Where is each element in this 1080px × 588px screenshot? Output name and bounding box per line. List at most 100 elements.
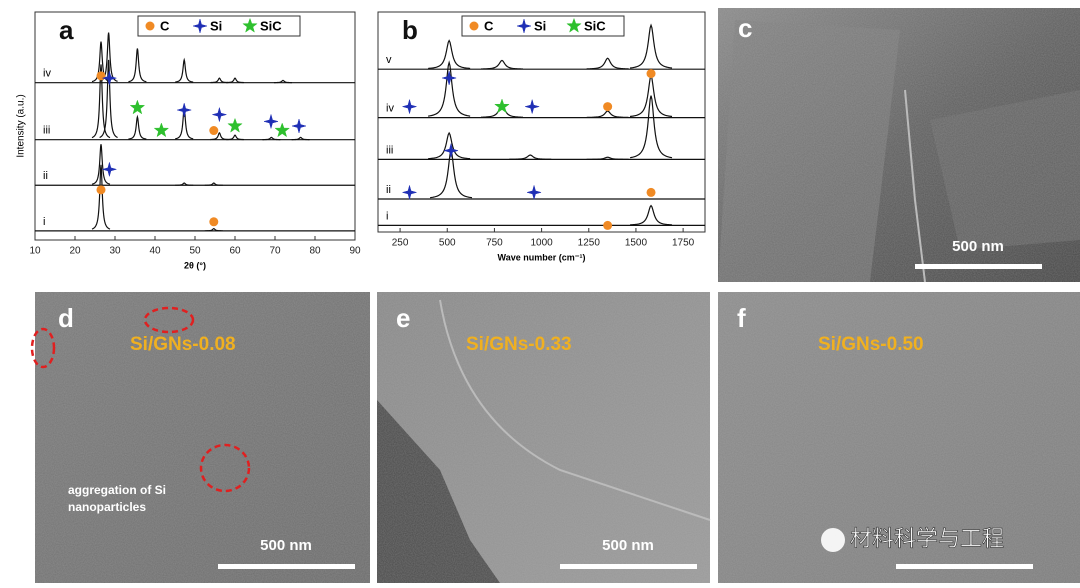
peak: [91, 41, 111, 83]
marker: [524, 98, 541, 115]
marker: [274, 122, 291, 138]
marker: [566, 17, 582, 33]
legend-label: Si: [210, 18, 222, 33]
trace-label: i: [43, 216, 45, 228]
sem-d: d Si/GNs-0.08 aggregation of Si nanopart…: [30, 292, 370, 583]
legend-label: SiC: [584, 18, 606, 33]
x-tick-label: 250: [392, 238, 409, 249]
scale-bar-label: 500 nm: [952, 238, 1004, 255]
peak: [175, 182, 194, 186]
panel-label: d: [58, 303, 74, 333]
peak: [175, 57, 194, 83]
marker: [176, 102, 193, 118]
marker: [96, 71, 106, 81]
marker: [401, 98, 418, 115]
x-axis-label: 2θ (°): [184, 260, 206, 270]
plot-frame: [34, 11, 356, 241]
trace-label: ii: [386, 184, 391, 196]
peak: [480, 59, 523, 70]
trace-label: iii: [43, 125, 50, 137]
legend-label: C: [484, 18, 494, 33]
peak: [210, 77, 229, 84]
sem-f: f Si/GNs-0.50 材料科学与工程: [718, 292, 1080, 583]
trace-label: iv: [386, 103, 394, 115]
peak: [91, 64, 111, 139]
x-tick-label: 50: [189, 246, 201, 257]
watermark: 材料科学与工程: [850, 526, 1004, 551]
peak: [128, 114, 147, 140]
x-tick-label: 70: [269, 246, 281, 257]
trace-label: iii: [386, 144, 393, 156]
marker: [211, 106, 228, 123]
sem-e: e Si/GNs-0.33 500 nm: [377, 292, 711, 583]
x-tick-label: 40: [149, 246, 161, 257]
sample-label: Si/GNs-0.08: [130, 334, 236, 355]
peak: [586, 110, 629, 119]
x-tick-label: 1000: [530, 238, 553, 249]
marker: [646, 187, 656, 197]
panel-label: e: [396, 303, 410, 333]
marker: [263, 113, 279, 130]
panel-label: b: [402, 15, 418, 45]
marker: [101, 161, 118, 178]
marker: [469, 21, 479, 31]
x-tick-label: 80: [309, 246, 321, 257]
panel-label: c: [738, 13, 752, 43]
peak: [225, 134, 245, 141]
marker: [101, 70, 118, 87]
marker: [441, 70, 458, 86]
plots: 10 20 30 40 50 60 70 80 90 2θ (°) Intensity (a.u.)…: [16, 11, 706, 270]
marker: [242, 17, 258, 33]
peak: [291, 136, 310, 141]
x-tick-label: 750: [486, 238, 503, 249]
marker: [227, 117, 243, 133]
marker: [291, 118, 307, 134]
x-tick-label: 1250: [578, 238, 601, 249]
peak: [428, 131, 471, 160]
scale-bar-label: 500 nm: [602, 537, 654, 554]
x-tick-label: 500: [439, 238, 456, 249]
trace-label: i: [386, 210, 388, 222]
marker: [646, 69, 656, 79]
legend-box: [137, 15, 301, 37]
peak: [262, 136, 281, 141]
peak: [210, 131, 229, 141]
marker: [603, 220, 613, 230]
y-axis-label: Intensity (a.u.): [16, 94, 27, 157]
peak: [204, 182, 223, 186]
peak: [91, 144, 111, 185]
x-tick-label: 1750: [672, 238, 695, 249]
marker: [96, 185, 106, 195]
marker: [401, 184, 418, 201]
x-tick-label: 20: [69, 246, 81, 257]
x-tick-label: 10: [29, 246, 41, 257]
marker: [153, 122, 170, 138]
sample-label: Si/GNs-0.50: [818, 334, 924, 355]
peak: [630, 204, 673, 226]
x-tick-label: 90: [349, 246, 361, 257]
scale-bar-label: 500 nm: [260, 537, 312, 554]
marker: [494, 98, 510, 114]
sem-c: c 500 nm: [718, 8, 1080, 283]
x-tick-label: 60: [229, 246, 241, 257]
marker: [209, 126, 219, 136]
panel-label: a: [59, 15, 74, 45]
marker: [443, 142, 459, 159]
marker: [526, 184, 542, 201]
marker: [516, 18, 532, 34]
peak: [509, 154, 552, 160]
x-tick-label: 30: [109, 246, 121, 257]
marker: [192, 18, 208, 34]
x-axis-label: Wave number (cm⁻¹): [498, 252, 586, 262]
peak: [586, 156, 629, 160]
peak: [428, 60, 471, 117]
peak: [128, 48, 147, 83]
trace-label: iv: [43, 68, 51, 80]
peak: [225, 77, 245, 84]
peak: [629, 23, 673, 69]
peak: [273, 79, 293, 84]
legend-label: Si: [534, 18, 546, 33]
peak: [629, 95, 673, 159]
marker: [603, 102, 613, 112]
